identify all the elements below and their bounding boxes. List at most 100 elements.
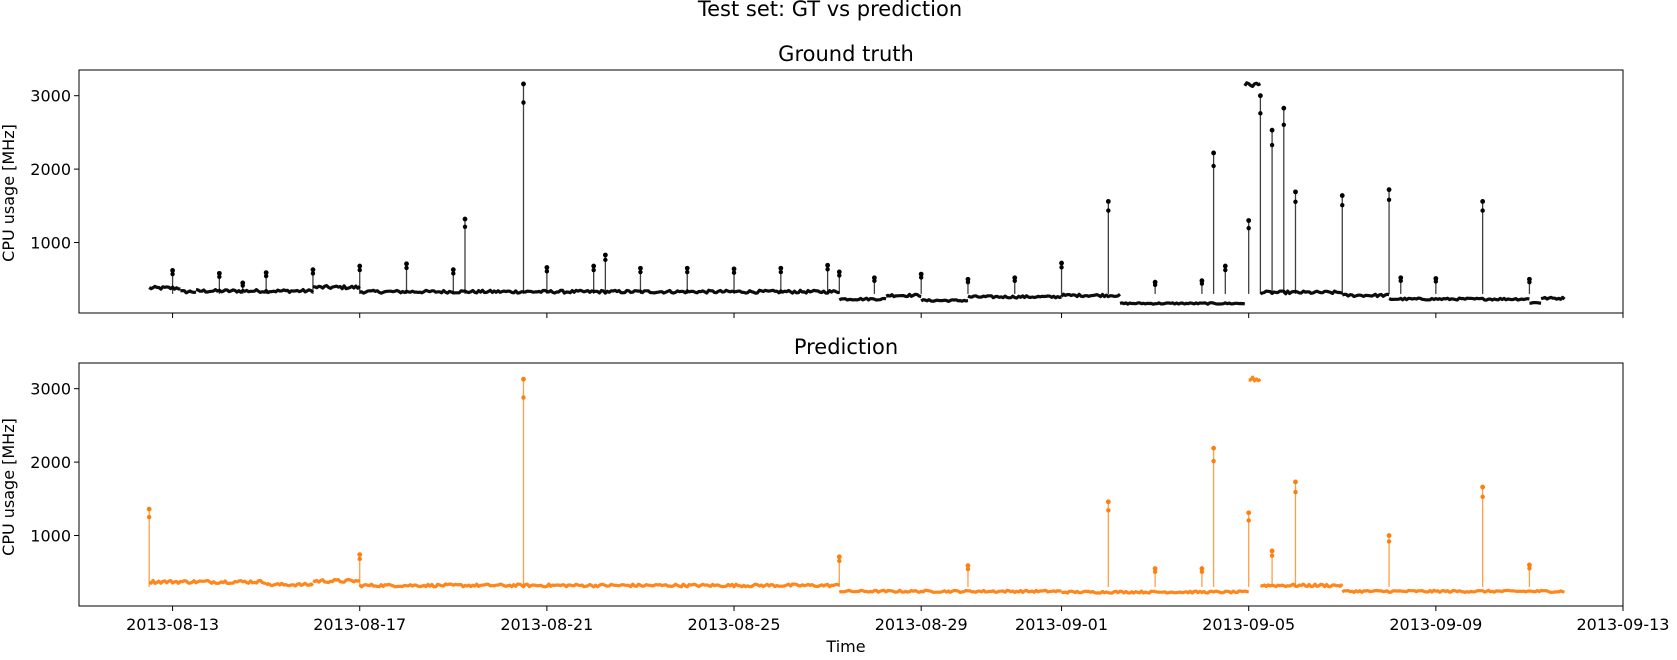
series-line-segment (180, 289, 197, 295)
spike-point (462, 224, 468, 229)
series-line-segment (312, 284, 361, 291)
x-tick-label: 2013-08-25 (688, 615, 781, 634)
spike-point (603, 257, 608, 263)
spike-point (1269, 553, 1275, 558)
x-tick-label: 2013-08-29 (875, 615, 968, 634)
series-line-segment (967, 294, 1062, 300)
spike-point (778, 265, 784, 271)
spike-point (1386, 539, 1392, 544)
spike-point (1152, 566, 1158, 571)
spike-point (836, 554, 842, 560)
spike-point (1293, 489, 1298, 495)
x-tick-label: 2013-09-13 (1577, 615, 1670, 634)
spike-point (1386, 533, 1392, 538)
series-group (148, 81, 1566, 306)
ground-truth-title: Ground truth (778, 42, 914, 66)
spike-point (685, 269, 690, 275)
spike-point (1012, 278, 1017, 284)
series-line-segment (1248, 375, 1262, 383)
spike-point (1527, 566, 1532, 571)
series-line-segment (1061, 589, 1249, 595)
spike-point (1480, 484, 1486, 490)
figure-suptitle: Test set: GT vs prediction (697, 0, 962, 21)
spike-point (1222, 263, 1228, 269)
spike-point (521, 376, 526, 382)
spike-point (1257, 93, 1263, 99)
spike-point (1105, 199, 1111, 204)
spike-point (1281, 105, 1287, 111)
series-line-segment (1243, 81, 1262, 89)
spike-point (1527, 279, 1532, 285)
spike-point (1199, 566, 1205, 571)
x-tick-label: 2013-09-05 (1202, 615, 1295, 634)
spike-point (1293, 189, 1298, 195)
spike-point (638, 265, 643, 271)
series-line-segment (1119, 301, 1245, 306)
series-line-segment (1540, 295, 1566, 301)
spike-point (216, 270, 222, 276)
series-line-segment (1388, 296, 1530, 302)
spike-point (521, 100, 526, 105)
spike-point (170, 268, 175, 273)
spike-point (918, 275, 924, 280)
series-line-segment (885, 292, 922, 299)
spike-point (263, 273, 269, 279)
series-line-segment (1259, 289, 1344, 296)
spike-point (217, 274, 222, 279)
spike-point (825, 262, 831, 268)
series-line-segment (148, 284, 181, 291)
spike-point (1293, 199, 1298, 204)
spike-point (1293, 479, 1298, 485)
spike-point (1269, 548, 1275, 554)
spike-point (1211, 458, 1216, 464)
spike-point (404, 265, 409, 271)
spike-point (591, 267, 596, 273)
series-line-segment (1260, 582, 1344, 589)
prediction-ylabel: CPU usage [MHz] (0, 418, 18, 556)
prediction-plot-area: 1000 2000 3000 2013-08-13 2013-08-17 2013-08-… (30, 362, 1670, 634)
spike-point (450, 267, 456, 273)
spike-point (1269, 127, 1275, 133)
spike-point (1386, 197, 1392, 202)
x-tick-label: 2013-09-01 (1015, 615, 1108, 634)
spike-point (1480, 199, 1486, 204)
spike-point (638, 269, 643, 275)
spike-point (404, 261, 409, 267)
spike-point (1106, 508, 1111, 513)
spike-point (310, 271, 316, 276)
series-line-segment (1341, 292, 1390, 299)
spike-point (825, 267, 830, 272)
prediction-title: Prediction (794, 335, 898, 359)
y-tick-label: 1000 (30, 527, 71, 546)
spike-point (1223, 267, 1228, 273)
spike-point (872, 278, 877, 284)
spike-point (1269, 142, 1275, 148)
series-line-segment (265, 581, 314, 588)
spike-point (1152, 282, 1158, 288)
spike-point (263, 270, 269, 276)
spike-point (170, 271, 175, 277)
series-group (146, 375, 1565, 595)
ground-truth-ylabel: CPU usage [MHz] (0, 124, 18, 262)
x-tick-label: 2013-08-21 (500, 615, 593, 634)
series-line-segment (1060, 292, 1122, 299)
spike-point (1211, 445, 1217, 451)
spike-point (1433, 279, 1439, 284)
spike-point (1152, 569, 1158, 574)
spike-point (1398, 278, 1403, 284)
series-line-segment (312, 577, 361, 585)
series-line-segment (1341, 588, 1565, 595)
series-line-segment (359, 288, 840, 295)
y-tick-label: 1000 (30, 234, 71, 253)
spike-point (1527, 562, 1532, 568)
spike-point (1211, 163, 1216, 169)
series-line-segment (195, 288, 315, 295)
spike-point (357, 556, 362, 562)
spike-point (1480, 208, 1485, 213)
x-tick-label: 2013-08-13 (126, 615, 219, 634)
spike-point (684, 265, 690, 271)
spike-point (462, 216, 468, 222)
spike-point (731, 270, 737, 275)
spike-point (357, 267, 362, 273)
